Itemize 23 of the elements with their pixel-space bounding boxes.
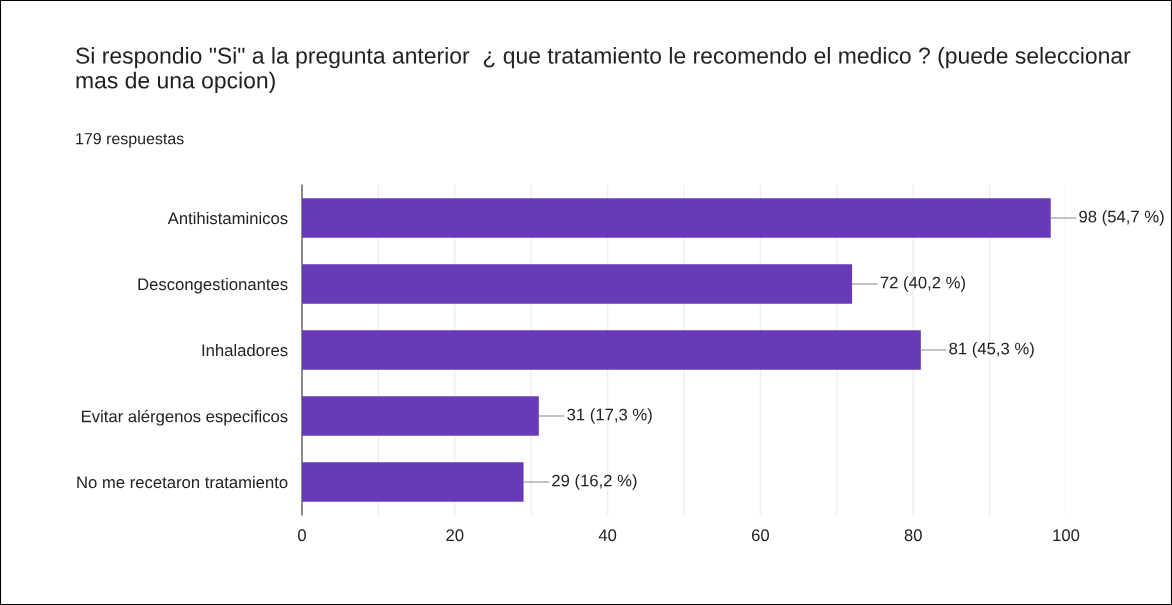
text: 179 respuestas xyxy=(76,132,184,148)
bar xyxy=(302,330,921,370)
x-tick-label: 20 xyxy=(446,529,464,542)
x-tick-label: 100 xyxy=(1053,529,1080,542)
y-tick-label: Evitar alérgenos especificos xyxy=(81,409,288,426)
data-label: 31 (17,3 %) xyxy=(567,408,652,424)
y-tick-label: Antihistaminicos xyxy=(167,211,288,225)
y-tick-label: Descongestionantes xyxy=(138,277,288,294)
bar xyxy=(302,198,1051,238)
data-label: 29 (16,2 %) xyxy=(552,474,637,490)
data-label: 72 (40,2 %) xyxy=(880,276,965,292)
x-tick-label: 60 xyxy=(751,529,770,542)
x-tick-label: 40 xyxy=(598,529,617,542)
x-tick-label: 0 xyxy=(298,529,306,542)
data-label: 98 (54,7 %) xyxy=(1079,210,1164,226)
y-tick-label: Inhaladores xyxy=(202,343,288,357)
bar xyxy=(302,462,524,502)
bar xyxy=(302,264,853,304)
data-label: 81 (45,3 %) xyxy=(949,342,1034,358)
x-tick-label: 80 xyxy=(904,529,922,542)
bar xyxy=(302,396,539,436)
y-tick-label: No me recetaron tratamiento xyxy=(77,475,288,489)
chart-title: Si respondio "Si" a la pregunta anterior ¿ que tratamiento le recomendo el medico ? (puede seleccionar mas de una opcion) xyxy=(76,46,1131,94)
